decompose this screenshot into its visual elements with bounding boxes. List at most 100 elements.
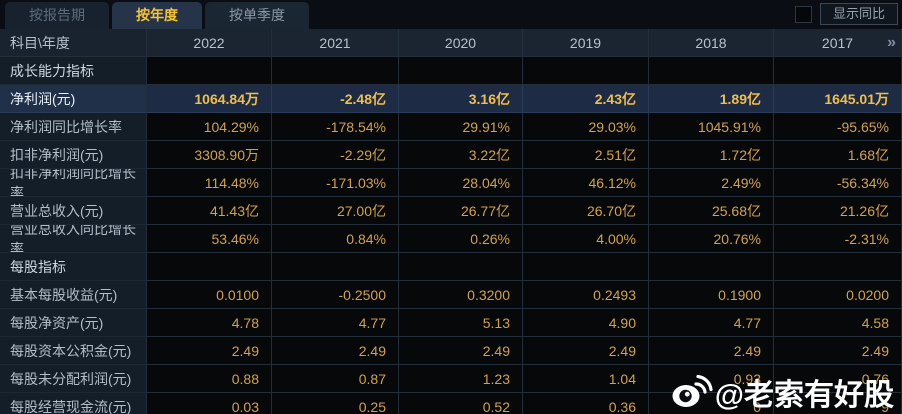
value-cell: 41.43亿 xyxy=(147,197,272,225)
value-cell: 46.12% xyxy=(523,169,649,197)
table-row[interactable]: 营业总收入同比增长率 53.46% 0.84% 0.26% 4.00% 20.76% -2.… xyxy=(0,225,902,253)
year-header-2020: 2020 xyxy=(399,29,523,57)
tab-by-year[interactable]: 按年度 xyxy=(112,2,202,29)
value-cell: 1045.91% xyxy=(649,113,774,141)
row-label: 每股指标 xyxy=(0,253,147,281)
value-cell: 4.90 xyxy=(523,309,649,337)
value-cell: 2.49% xyxy=(649,169,774,197)
value-cell: 1.04 xyxy=(523,365,649,393)
value-cell: 4.77 xyxy=(649,309,774,337)
row-label: 扣非净利润同比增长率 xyxy=(0,169,147,197)
value-cell: 21.26亿 xyxy=(774,197,902,225)
value-cell: -0.2500 xyxy=(272,281,399,309)
value-cell: 1645.01万 xyxy=(774,85,902,113)
value-cell: 2.51亿 xyxy=(523,141,649,169)
value-cell: 0.3200 xyxy=(399,281,523,309)
value-cell: 0.25 xyxy=(272,393,399,414)
table-row[interactable]: 每股资本公积金(元) 2.49 2.49 2.49 2.49 2.49 2.49 xyxy=(0,337,902,365)
value-cell: 3.16亿 xyxy=(399,85,523,113)
value-cell xyxy=(774,57,902,85)
value-cell: 26.70亿 xyxy=(523,197,649,225)
row-label: 营业总收入(元) xyxy=(0,197,147,225)
value-cell: 0.0100 xyxy=(147,281,272,309)
value-cell: 2.49 xyxy=(523,337,649,365)
value-cell: 4.58 xyxy=(774,309,902,337)
value-cell: 25.68亿 xyxy=(649,197,774,225)
row-label: 成长能力指标 xyxy=(0,57,147,85)
row-label: 营业总收入同比增长率 xyxy=(0,225,147,253)
row-label: 每股资本公积金(元) xyxy=(0,337,147,365)
section-row: 成长能力指标 xyxy=(0,57,902,85)
period-tab-bar: 按报告期 按年度 按单季度 显示同比 xyxy=(0,0,902,29)
table-row[interactable]: 扣非净利润(元) 3308.90万 -2.29亿 3.22亿 2.51亿 1.72亿 1.6… xyxy=(0,141,902,169)
value-cell: 0.03 xyxy=(147,393,272,414)
value-cell: 4.00% xyxy=(523,225,649,253)
value-cell: 2.43亿 xyxy=(523,85,649,113)
tab-by-report-period[interactable]: 按报告期 xyxy=(5,2,109,29)
tab-by-quarter[interactable]: 按单季度 xyxy=(205,2,309,29)
value-cell: 2.49 xyxy=(399,337,523,365)
value-cell xyxy=(399,253,523,281)
value-cell: 1064.84万 xyxy=(147,85,272,113)
watermark-text: @老索有好股 xyxy=(714,379,894,412)
year-header-2017: 2017» xyxy=(774,29,902,57)
corner-header: 科目\年度 xyxy=(0,29,147,57)
value-cell: -2.48亿 xyxy=(272,85,399,113)
value-cell: 104.29% xyxy=(147,113,272,141)
year-header-2022: 2022 xyxy=(147,29,272,57)
table-row[interactable]: 每股未分配利润(元) 0.88 0.87 1.23 1.04 0.93 0.76 xyxy=(0,365,902,393)
value-cell: 5.13 xyxy=(399,309,523,337)
value-cell: 27.00亿 xyxy=(272,197,399,225)
value-cell: -95.65% xyxy=(774,113,902,141)
financial-table: 科目\年度 2022 2021 2020 2019 2018 2017» 成长能力指标 净利润(… xyxy=(0,29,902,414)
table-row[interactable]: 净利润(元) 1064.84万 -2.48亿 3.16亿 2.43亿 1.89亿 1645.… xyxy=(0,85,902,113)
value-cell: 1.23 xyxy=(399,365,523,393)
value-cell: -2.31% xyxy=(774,225,902,253)
value-cell xyxy=(649,57,774,85)
value-cell xyxy=(147,253,272,281)
value-cell: -56.34% xyxy=(774,169,902,197)
value-cell: 0.52 xyxy=(399,393,523,414)
row-label: 净利润(元) xyxy=(0,85,147,113)
table-row[interactable]: 扣非净利润同比增长率 114.48% -171.03% 28.04% 46.12% 2.4… xyxy=(0,169,902,197)
value-cell: 53.46% xyxy=(147,225,272,253)
value-cell: 114.48% xyxy=(147,169,272,197)
value-cell: 29.91% xyxy=(399,113,523,141)
show-yoy-checkbox[interactable] xyxy=(794,5,812,23)
section-row: 每股指标 xyxy=(0,253,902,281)
value-cell: 4.77 xyxy=(272,309,399,337)
row-label: 每股经营现金流(元) xyxy=(0,393,147,414)
value-cell: 0.76 xyxy=(774,365,902,393)
row-label: 扣非净利润(元) xyxy=(0,141,147,169)
table-row[interactable]: 基本每股收益(元) 0.0100 -0.2500 0.3200 0.2493 0.1900… xyxy=(0,281,902,309)
table-row[interactable]: 净利润同比增长率 104.29% -178.54% 29.91% 29.03% 1045.… xyxy=(0,113,902,141)
value-cell: 1.89亿 xyxy=(649,85,774,113)
table-header-row: 科目\年度 2022 2021 2020 2019 2018 2017» xyxy=(0,29,902,57)
value-cell: 3308.90万 xyxy=(147,141,272,169)
row-label: 基本每股收益(元) xyxy=(0,281,147,309)
value-cell: 0.84% xyxy=(272,225,399,253)
value-cell: 1.68亿 xyxy=(774,141,902,169)
more-columns-icon[interactable]: » xyxy=(887,33,896,51)
value-cell: 2.49 xyxy=(147,337,272,365)
table-row[interactable]: 营业总收入(元) 41.43亿 27.00亿 26.77亿 26.70亿 25.68亿 21… xyxy=(0,197,902,225)
value-cell: 1.72亿 xyxy=(649,141,774,169)
value-cell xyxy=(649,253,774,281)
year-header-2019: 2019 xyxy=(523,29,649,57)
value-cell: 2.49 xyxy=(272,337,399,365)
value-cell: 28.04% xyxy=(399,169,523,197)
table-row[interactable]: 每股净资产(元) 4.78 4.77 5.13 4.90 4.77 4.58 xyxy=(0,309,902,337)
value-cell xyxy=(147,57,272,85)
year-header-2018: 2018 xyxy=(649,29,774,57)
show-yoy-label[interactable]: 显示同比 xyxy=(819,3,898,25)
value-cell: -2.29亿 xyxy=(272,141,399,169)
value-cell: 0.0200 xyxy=(774,281,902,309)
value-cell: 2.49 xyxy=(774,337,902,365)
row-label: 每股净资产(元) xyxy=(0,309,147,337)
value-cell xyxy=(523,253,649,281)
value-cell: 29.03% xyxy=(523,113,649,141)
value-cell: 0.36 xyxy=(523,393,649,414)
value-cell: 0.26% xyxy=(399,225,523,253)
yoy-controls: 显示同比 xyxy=(794,3,898,29)
value-cell: 0.87 xyxy=(272,365,399,393)
